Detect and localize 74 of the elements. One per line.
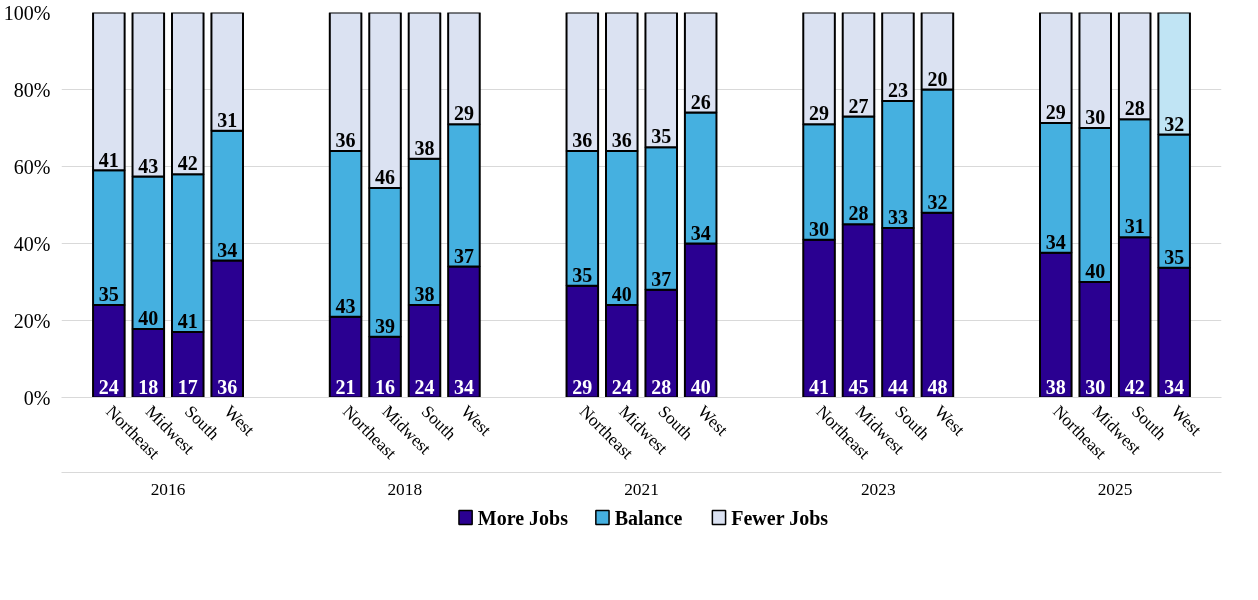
data-label: 36: [217, 375, 238, 398]
data-label: 39: [375, 314, 396, 337]
data-label: 33: [887, 206, 908, 229]
data-label: 36: [611, 129, 632, 152]
data-label: 41: [809, 375, 830, 398]
data-label: 42: [177, 152, 198, 175]
data-label: 40: [1085, 260, 1106, 283]
legend-label: Fewer Jobs: [731, 506, 829, 529]
y-tick-label: 60%: [13, 155, 51, 178]
data-label: 38: [1045, 375, 1066, 398]
data-label: 18: [138, 375, 159, 398]
data-label: 42: [1124, 375, 1145, 398]
text: 2025: [1097, 479, 1133, 499]
data-label: 28: [1124, 97, 1145, 120]
data-label: 41: [177, 310, 198, 333]
text: 2016: [150, 479, 186, 499]
y-tick-label: 20%: [13, 309, 51, 332]
data-label: 24: [611, 375, 632, 398]
data-label: 34: [1045, 230, 1066, 253]
data-label: 29: [572, 375, 593, 398]
y-tick-label: 40%: [13, 232, 51, 255]
data-label: 36: [572, 129, 593, 152]
data-label: 29: [809, 102, 830, 125]
data-label: 32: [1164, 112, 1185, 135]
data-label: 30: [1085, 106, 1106, 129]
data-label: 38: [414, 283, 435, 306]
text: 2018: [387, 479, 423, 499]
data-label: 40: [138, 307, 159, 330]
data-label: 41: [98, 148, 119, 171]
data-label: 31: [1124, 215, 1145, 238]
data-label: 40: [690, 375, 711, 398]
data-label: 37: [651, 267, 672, 290]
data-label: 43: [138, 154, 159, 177]
data-label: 44: [887, 375, 908, 398]
data-label: 38: [414, 136, 435, 159]
data-label: 34: [453, 375, 474, 398]
data-label: 40: [611, 283, 632, 306]
text: 2023: [860, 479, 896, 499]
data-label: 31: [217, 108, 238, 131]
text: 2021: [624, 479, 659, 499]
data-label: 23: [887, 79, 908, 102]
data-label: 34: [217, 238, 238, 261]
data-label: 29: [453, 102, 474, 125]
data-label: 48: [927, 375, 948, 398]
data-label: 29: [1045, 101, 1066, 124]
y-tick-label: 100%: [3, 1, 51, 24]
data-label: 37: [453, 244, 474, 267]
data-label: 24: [414, 375, 435, 398]
data-label: 27: [848, 94, 869, 117]
data-label: 21: [335, 375, 356, 398]
legend-label: More Jobs: [477, 506, 569, 529]
data-label: 35: [651, 125, 672, 148]
data-label: 35: [572, 264, 593, 286]
legend-label: Balance: [614, 506, 683, 529]
data-label: 28: [651, 375, 672, 398]
data-label: 45: [848, 375, 869, 398]
data-label: 36: [335, 129, 356, 152]
data-label: 30: [1085, 375, 1106, 398]
data-label: 30: [809, 217, 830, 240]
data-label: 34: [1164, 375, 1185, 398]
data-label: 32: [927, 190, 948, 213]
data-label: 43: [335, 294, 356, 317]
data-label: 16: [375, 375, 396, 398]
data-label: 17: [177, 375, 198, 398]
data-label: 24: [98, 375, 119, 398]
data-label: 20: [927, 67, 948, 90]
data-label: 34: [690, 221, 711, 244]
data-label: 46: [375, 166, 396, 189]
data-label: 35: [1164, 245, 1185, 268]
y-tick-label: 80%: [13, 78, 51, 101]
y-tick-label: 0%: [23, 386, 51, 409]
data-label: 26: [690, 90, 711, 113]
data-label: 28: [848, 202, 869, 225]
data-label: 35: [98, 283, 119, 306]
